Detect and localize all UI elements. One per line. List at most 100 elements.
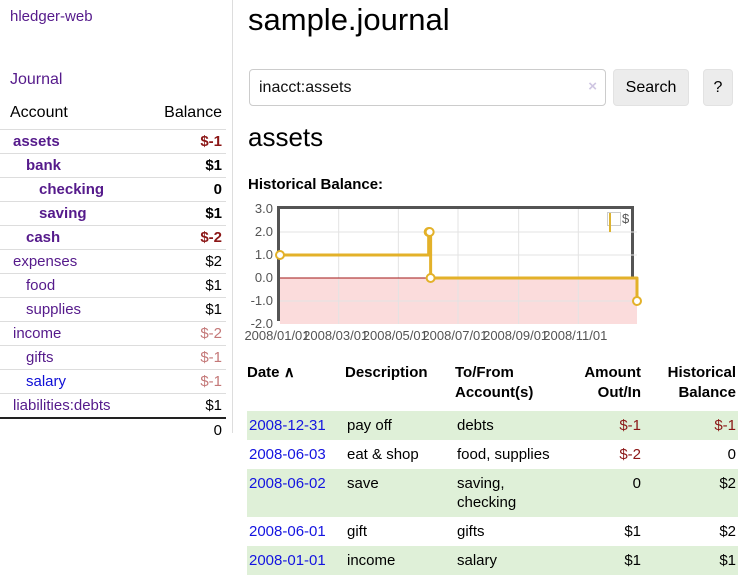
account-link[interactable]: cash xyxy=(26,229,61,246)
chart-canvas xyxy=(275,209,642,324)
account-row: gifts $-1 xyxy=(0,345,226,370)
transaction-description: pay off xyxy=(347,417,392,434)
y-axis-tick-label: -1.0 xyxy=(250,293,273,308)
transaction-date-link[interactable]: 2008-06-02 xyxy=(249,475,326,492)
search-form: × Search ? xyxy=(247,69,739,106)
account-balance: $1 xyxy=(205,205,222,222)
account-row: checking 0 xyxy=(0,177,226,202)
account-link[interactable]: food xyxy=(26,277,56,294)
account-balance: $-2 xyxy=(200,229,222,246)
transaction-amount: $-2 xyxy=(619,446,641,463)
account-balance: $-1 xyxy=(200,133,222,150)
transaction-accounts: food, supplies xyxy=(457,446,550,463)
register-row: 2008-12-31 pay off debts $-1 $-1 xyxy=(247,411,738,440)
help-button[interactable]: ? xyxy=(703,69,733,106)
x-axis-tick-label: 2008/05/01 xyxy=(362,328,428,343)
account-link[interactable]: gifts xyxy=(26,349,54,366)
account-table-header: Account Balance xyxy=(0,100,226,130)
account-link[interactable]: bank xyxy=(26,157,62,174)
account-table-body: assets $-1 bank $1 checking 0 saving $1 cash $-2 e… xyxy=(0,129,226,443)
transaction-amount: $1 xyxy=(624,523,641,540)
description-column-header: Description xyxy=(345,364,428,381)
transaction-balance: $1 xyxy=(719,552,736,569)
x-axis-tick-label: 2008/07/01 xyxy=(422,328,488,343)
account-row: saving $1 xyxy=(0,201,226,226)
transaction-description: save xyxy=(347,475,379,492)
register-row: 2008-06-03 eat & shop food, supplies $-2 0 xyxy=(247,440,738,469)
account-row: liabilities:debts $1 xyxy=(0,393,226,419)
y-axis-tick-label: 1.0 xyxy=(254,247,273,262)
transaction-date-link[interactable]: 2008-06-03 xyxy=(249,446,326,463)
x-axis-tick-label: 2008/09/01 xyxy=(483,328,549,343)
account-link[interactable]: expenses xyxy=(13,253,78,270)
sidebar-item-journal[interactable]: Journal xyxy=(10,71,63,88)
transaction-balance: $2 xyxy=(719,475,736,492)
account-link[interactable]: liabilities:debts xyxy=(13,397,111,414)
amount-column-header: Amount Out/In xyxy=(584,364,641,401)
register-row: 2008-06-02 save saving, checking 0 $2 xyxy=(247,469,738,517)
x-axis-tick-label: 2008/11/01 xyxy=(543,328,608,343)
transaction-date-link[interactable]: 2008-12-31 xyxy=(249,417,326,434)
transaction-accounts: debts xyxy=(457,417,494,434)
account-total-balance: 0 xyxy=(213,422,222,439)
transaction-accounts: saving, checking xyxy=(457,475,517,511)
register-header-row: Date ∧ Description To/From Account(s) Am… xyxy=(247,361,738,411)
account-row: salary $-1 xyxy=(0,369,226,394)
y-axis-tick-label: 2.0 xyxy=(254,224,273,239)
account-row: income $-2 xyxy=(0,321,226,346)
y-axis-tick-label: 0.0 xyxy=(254,270,273,285)
chart-legend: $ xyxy=(607,211,630,232)
account-row: expenses $2 xyxy=(0,249,226,274)
y-axis-tick-label: 3.0 xyxy=(254,201,273,216)
account-row: supplies $1 xyxy=(0,297,226,322)
account-balance: $1 xyxy=(205,157,222,174)
x-axis-tick-label: 2008/03/01 xyxy=(303,328,369,343)
account-link[interactable]: checking xyxy=(39,181,105,198)
transaction-amount: 0 xyxy=(632,475,641,492)
register-table: Date ∧ Description To/From Account(s) Am… xyxy=(247,361,738,575)
sidebar: hledger-web Journal Account Balance asse… xyxy=(0,0,233,439)
balance-column-header: Balance xyxy=(164,104,222,121)
clear-search-icon[interactable]: × xyxy=(588,78,597,95)
account-balance: $-1 xyxy=(200,349,222,366)
account-balance-table: Account Balance assets $-1 bank $1 checking 0… xyxy=(0,100,226,442)
search-button[interactable]: Search xyxy=(613,69,689,106)
transaction-description: gift xyxy=(347,523,368,540)
transaction-date-link[interactable]: 2008-06-01 xyxy=(249,523,326,540)
transaction-amount: $1 xyxy=(624,552,641,569)
account-link[interactable]: income xyxy=(13,325,62,342)
transaction-date-link[interactable]: 2008-01-01 xyxy=(249,552,326,569)
legend-swatch-icon xyxy=(607,211,621,232)
main-content: sample.journal × Search ? assets Histori… xyxy=(244,0,739,582)
account-balance: $-2 xyxy=(200,325,222,342)
y-axis-tick-label: -2.0 xyxy=(250,316,273,331)
historical-column-header: Historical Balance xyxy=(667,364,736,401)
legend-series-label: $ xyxy=(622,211,630,226)
account-balance: $2 xyxy=(205,253,222,270)
transaction-balance: $-1 xyxy=(714,417,736,434)
register-table-body: 2008-12-31 pay off debts $-1 $-1 2008-06-03 ea… xyxy=(247,411,738,575)
chart-plot-area[interactable] xyxy=(275,206,642,324)
account-row: cash $-2 xyxy=(0,225,226,250)
transaction-description: eat & shop xyxy=(347,446,419,463)
account-page-title: assets xyxy=(248,122,324,152)
account-link[interactable]: supplies xyxy=(26,301,82,318)
historical-balance-chart: 3.0 2.0 1.0 0.0 -1.0 -2.0 2008/01/01 2008/03/0… xyxy=(244,199,687,343)
transaction-balance: $2 xyxy=(719,523,736,540)
account-balance: $1 xyxy=(205,277,222,294)
register-row: 2008-06-01 gift gifts $1 $2 xyxy=(247,517,738,546)
account-link[interactable]: salary xyxy=(26,373,67,390)
account-column-header: Account xyxy=(10,104,68,121)
account-link[interactable]: assets xyxy=(13,133,60,150)
account-row: food $1 xyxy=(0,273,226,298)
x-axis-tick-label: 2008/01/01 xyxy=(244,328,310,343)
search-input[interactable] xyxy=(249,69,606,106)
page-title: sample.journal xyxy=(248,2,450,37)
app-brand-link[interactable]: hledger-web xyxy=(10,8,93,25)
tofrom-column-header: To/From Account(s) xyxy=(455,364,534,401)
date-column-header: Date ∧ xyxy=(247,364,295,381)
search-input-wrap: × xyxy=(249,69,606,106)
account-balance: $1 xyxy=(205,397,222,414)
account-link[interactable]: saving xyxy=(39,205,87,222)
register-row: 2008-01-01 income salary $1 $1 xyxy=(247,546,738,575)
